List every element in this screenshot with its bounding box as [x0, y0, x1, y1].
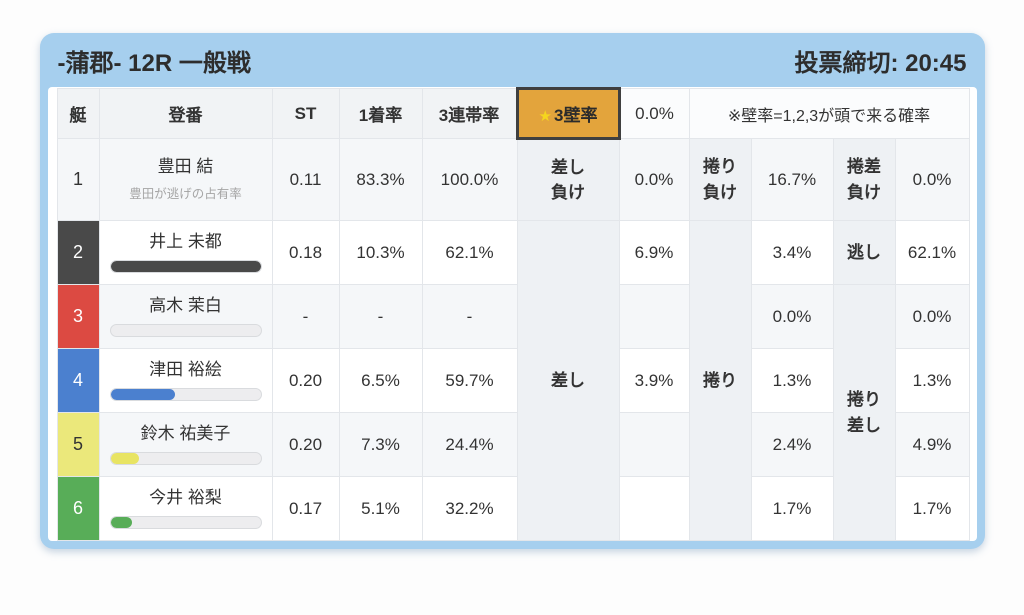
occupancy-bar: [109, 515, 262, 529]
sashi-make-label: 差し負け: [516, 138, 620, 221]
makuri-sashi-value: 0.0%: [894, 284, 970, 349]
makuri-sashi-span-label: 捲り差し: [832, 284, 896, 541]
boat-number: 2: [56, 220, 100, 285]
racer-name: 今井 裕梨: [149, 488, 222, 508]
table-row: 3 高木 茉白 - - - 0.0% 捲り差し 0.0%: [56, 284, 970, 541]
page-title: -蒲郡- 12R 一般戦: [57, 49, 251, 77]
makuri-value: 1.7%: [750, 476, 834, 541]
sashi-make-value: 0.0%: [618, 138, 690, 221]
racer-cell: 鈴木 祐美子: [98, 412, 273, 477]
makuri-value: 1.3%: [750, 348, 834, 413]
st-value: 0.18: [271, 220, 340, 285]
occupancy-bar: [109, 259, 262, 273]
table-row: 1 豊田 結 豊田が逃げの占有率 0.11 83.3% 100.0% 差し負け …: [56, 138, 970, 221]
st-value: 0.20: [271, 412, 340, 477]
racer-name: 津田 裕絵: [149, 360, 222, 380]
nigashi-label: 逃し: [832, 220, 896, 285]
top3-rate-value: 100.0%: [421, 138, 518, 221]
col-win-rate: 1着率: [338, 88, 423, 139]
makuri-value: 3.4%: [750, 220, 834, 285]
col-st: ST: [271, 88, 340, 139]
top3-rate-value: 62.1%: [421, 220, 518, 285]
wall-rate-label: 3壁率: [553, 106, 598, 125]
wall-rate-note: ※壁率=1,2,3が頭で来る確率: [688, 88, 970, 139]
st-value: 0.20: [271, 348, 340, 413]
sashi-value: 6.9%: [618, 220, 690, 285]
sashi-span-label: 差し: [516, 220, 620, 541]
win-rate-value: 83.3%: [338, 138, 423, 221]
makuri-sashi-value: 1.3%: [894, 348, 970, 413]
racer-name: 高木 茉白: [149, 296, 222, 316]
table-row: 2 井上 未都 0.18 10.3% 62.1% 差し 6.9% 捲り 3.4%…: [56, 220, 970, 541]
top3-rate-value: 32.2%: [421, 476, 518, 541]
star-icon: ★: [538, 108, 552, 125]
occupancy-bar-fill: [110, 388, 175, 400]
boat-number: 1: [56, 138, 100, 221]
col-boat: 艇: [56, 88, 100, 139]
table-row: 5 鈴木 祐美子 0.20 7.3% 24.4% 2.4% 4.9%: [56, 412, 970, 477]
boat-number: 3: [56, 284, 100, 349]
racer-name: 井上 未都: [149, 232, 222, 252]
boat-number: 6: [56, 476, 100, 541]
makuri-make-value: 16.7%: [750, 138, 834, 221]
makuri-value: 2.4%: [750, 412, 834, 477]
col-top3-rate: 3連帯率: [421, 88, 518, 139]
nigashi-value: 62.1%: [894, 220, 970, 285]
sashi-value: 3.9%: [618, 348, 690, 413]
top3-rate-value: 24.4%: [421, 412, 518, 477]
makuri-sashi-value: 4.9%: [894, 412, 970, 477]
title-bar: -蒲郡- 12R 一般戦 投票締切: 20:45: [48, 33, 977, 87]
st-value: 0.17: [271, 476, 340, 541]
win-rate-value: 5.1%: [338, 476, 423, 541]
header-row: 艇 登番 ST 1着率 3連帯率 ★ 3壁率 0.0% ※壁率=1,2,3が頭で来…: [56, 87, 970, 140]
makuri-sashi-value: 1.7%: [894, 476, 970, 541]
racer-cell: 高木 茉白: [98, 284, 273, 349]
win-rate-value: 10.3%: [338, 220, 423, 285]
st-value: 0.11: [271, 138, 340, 221]
boat-number: 4: [56, 348, 100, 413]
racer-cell: 今井 裕梨: [98, 476, 273, 541]
racer-subtitle: 豊田が逃げの占有率: [129, 186, 242, 201]
stats-table: 艇 登番 ST 1着率 3連帯率 ★ 3壁率 0.0% ※壁率=1,2,3が頭で来…: [56, 87, 970, 541]
race-card: -蒲郡- 12R 一般戦 投票締切: 20:45 艇 登番 ST 1着率 3連帯…: [39, 33, 985, 549]
occupancy-bar: [109, 323, 262, 337]
col-registration: 登番: [98, 88, 273, 139]
racer-cell: 豊田 結 豊田が逃げの占有率: [98, 138, 273, 221]
racer-name: 豊田 結: [157, 157, 214, 177]
makuri-value: 0.0%: [750, 284, 834, 349]
occupancy-bar-fill: [110, 260, 261, 272]
sashi-value: [618, 476, 690, 541]
top3-rate-value: -: [421, 284, 518, 349]
win-rate-value: 6.5%: [338, 348, 423, 413]
win-rate-value: -: [338, 284, 423, 349]
st-value: -: [271, 284, 340, 349]
racer-cell: 井上 未都: [98, 220, 273, 285]
table-row: 4 津田 裕絵 0.20 6.5% 59.7% 3.9% 1.3% 1.3%: [56, 348, 970, 413]
makuri-make-label: 捲り負け: [688, 138, 752, 221]
table-row: 6 今井 裕梨 0.17 5.1% 32.2% 1.7% 1.7%: [56, 476, 970, 541]
wall-rate-value: 0.0%: [618, 88, 690, 139]
racer-name: 鈴木 祐美子: [140, 424, 231, 444]
occupancy-bar-fill: [110, 516, 132, 528]
occupancy-bar-fill: [110, 452, 139, 464]
sashi-value: [618, 284, 690, 349]
sashi-value: [618, 412, 690, 477]
stats-table-wrapper: 艇 登番 ST 1着率 3連帯率 ★ 3壁率 0.0% ※壁率=1,2,3が頭で来…: [47, 87, 977, 541]
top3-rate-value: 59.7%: [421, 348, 518, 413]
vote-deadline: 投票締切: 20:45: [794, 49, 967, 77]
win-rate-value: 7.3%: [338, 412, 423, 477]
wall-rate-toggle[interactable]: ★ 3壁率: [515, 87, 621, 140]
racer-cell: 津田 裕絵: [98, 348, 273, 413]
makusashi-make-label: 捲差負け: [832, 138, 896, 221]
occupancy-bar: [109, 387, 262, 401]
makusashi-make-value: 0.0%: [894, 138, 970, 221]
occupancy-bar: [109, 451, 262, 465]
makuri-span-label: 捲り: [688, 220, 752, 541]
boat-number: 5: [56, 412, 100, 477]
